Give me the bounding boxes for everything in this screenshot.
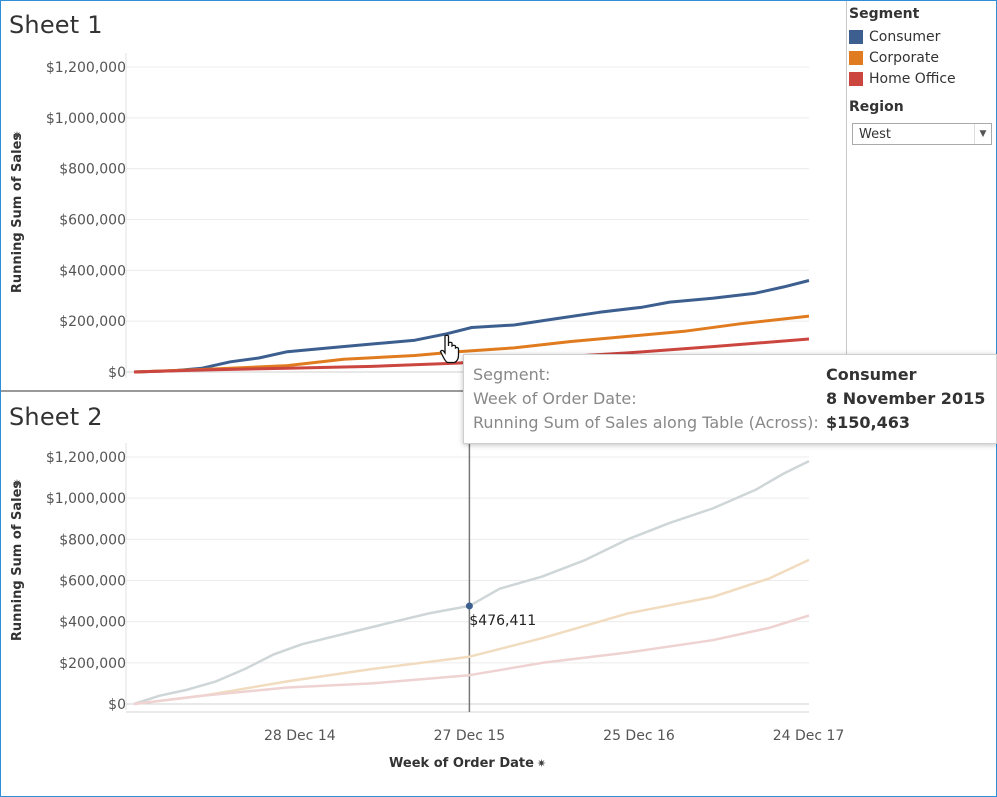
legend-swatch-consumer — [849, 29, 863, 44]
legend-swatch-home-office — [849, 71, 863, 86]
tooltip-label: Week of Order Date: — [473, 389, 637, 408]
annotation-label: $476,411 — [469, 613, 536, 629]
x-tick-label: 24 Dec 17 — [773, 728, 845, 744]
tooltip-label: Segment: — [473, 365, 551, 384]
x-tick-label: 28 Dec 14 — [264, 728, 336, 744]
sheet-2-chart[interactable]: $0 $200,000 $400,000 $600,000 $800,000 $1,000… — [1, 393, 846, 793]
y-tick-label: $600,000 — [59, 213, 126, 229]
tooltip-value: $150,463 — [826, 413, 911, 432]
y-axis-title-group: Running Sum of Sales✷ — [10, 130, 25, 293]
chevron-down-icon[interactable]: ▼ — [974, 124, 991, 144]
region-dropdown[interactable]: West ▼ — [852, 123, 992, 145]
y-tick-label: $400,000 — [59, 615, 126, 631]
x-tick-label: 25 Dec 16 — [603, 728, 675, 744]
y-tick-label: $600,000 — [59, 574, 126, 590]
tooltip-value: Consumer — [826, 365, 917, 384]
x-axis-title: Week of Order Date — [389, 756, 534, 771]
series-line-corporate — [133, 558, 810, 706]
series-line-consumer — [133, 279, 810, 374]
hand-cursor-icon — [439, 334, 460, 364]
sheet-2-title: Sheet 2 — [9, 403, 103, 431]
y-tick-label: $0 — [108, 697, 126, 713]
y-tick-label: $0 — [108, 365, 126, 381]
series-line-home-office — [133, 614, 810, 706]
region-dropdown-value: West — [859, 127, 891, 142]
sheet-1-chart[interactable]: $0 $200,000 $400,000 $600,000 $800,000 $1,000… — [1, 1, 846, 390]
y-tick-label: $800,000 — [59, 162, 126, 178]
x-tick-label: 27 Dec 15 — [434, 728, 506, 744]
pin-icon: ✷ — [11, 478, 24, 487]
y-tick-label: $1,000,000 — [46, 111, 126, 127]
y-tick-label: $400,000 — [59, 263, 126, 279]
series-line-consumer — [133, 459, 810, 706]
series-line-home-office — [133, 337, 810, 374]
segment-legend: Segment Consumer Corporate Home Office — [849, 6, 994, 89]
pin-icon: ✷ — [537, 757, 546, 770]
mark-tooltip: Segment: Consumer Week of Order Date: 8 … — [463, 354, 997, 444]
annotation-point — [465, 602, 473, 610]
sheet-2-pane[interactable]: Sheet 2 $0 $200,000 $400,000 $600,000 $800,0… — [1, 393, 846, 793]
y-tick-label: $200,000 — [59, 314, 126, 330]
y-tick-label: $1,200,000 — [46, 60, 126, 76]
y-axis-title-group: Running Sum of Sales✷ — [10, 478, 25, 641]
series-line-corporate — [133, 314, 810, 374]
legend-label: Consumer — [869, 28, 941, 45]
sheet-1-title: Sheet 1 — [9, 11, 103, 39]
legend-label: Home Office — [869, 70, 956, 87]
legend-item-consumer[interactable]: Consumer — [849, 26, 994, 47]
region-filter-title: Region — [849, 99, 904, 115]
sheet-1-pane[interactable]: Sheet 1 $0 $200,000 $400,000 $600,000 $800,0… — [1, 1, 847, 392]
y-axis-title: Running Sum of Sales — [10, 133, 25, 294]
legend-label: Corporate — [869, 49, 939, 66]
legend-title: Segment — [849, 6, 920, 22]
y-tick-label: $200,000 — [59, 656, 126, 672]
y-tick-label: $800,000 — [59, 532, 126, 548]
y-axis-title: Running Sum of Sales — [10, 481, 25, 642]
pin-icon: ✷ — [11, 130, 24, 139]
y-tick-label: $1,000,000 — [46, 491, 126, 507]
tooltip-label: Running Sum of Sales along Table (Across… — [473, 413, 819, 432]
y-tick-label: $1,200,000 — [46, 450, 126, 466]
legend-swatch-corporate — [849, 50, 863, 65]
tooltip-value: 8 November 2015 — [826, 389, 986, 408]
legend-item-corporate[interactable]: Corporate — [849, 47, 994, 68]
legend-item-home-office[interactable]: Home Office — [849, 68, 994, 89]
